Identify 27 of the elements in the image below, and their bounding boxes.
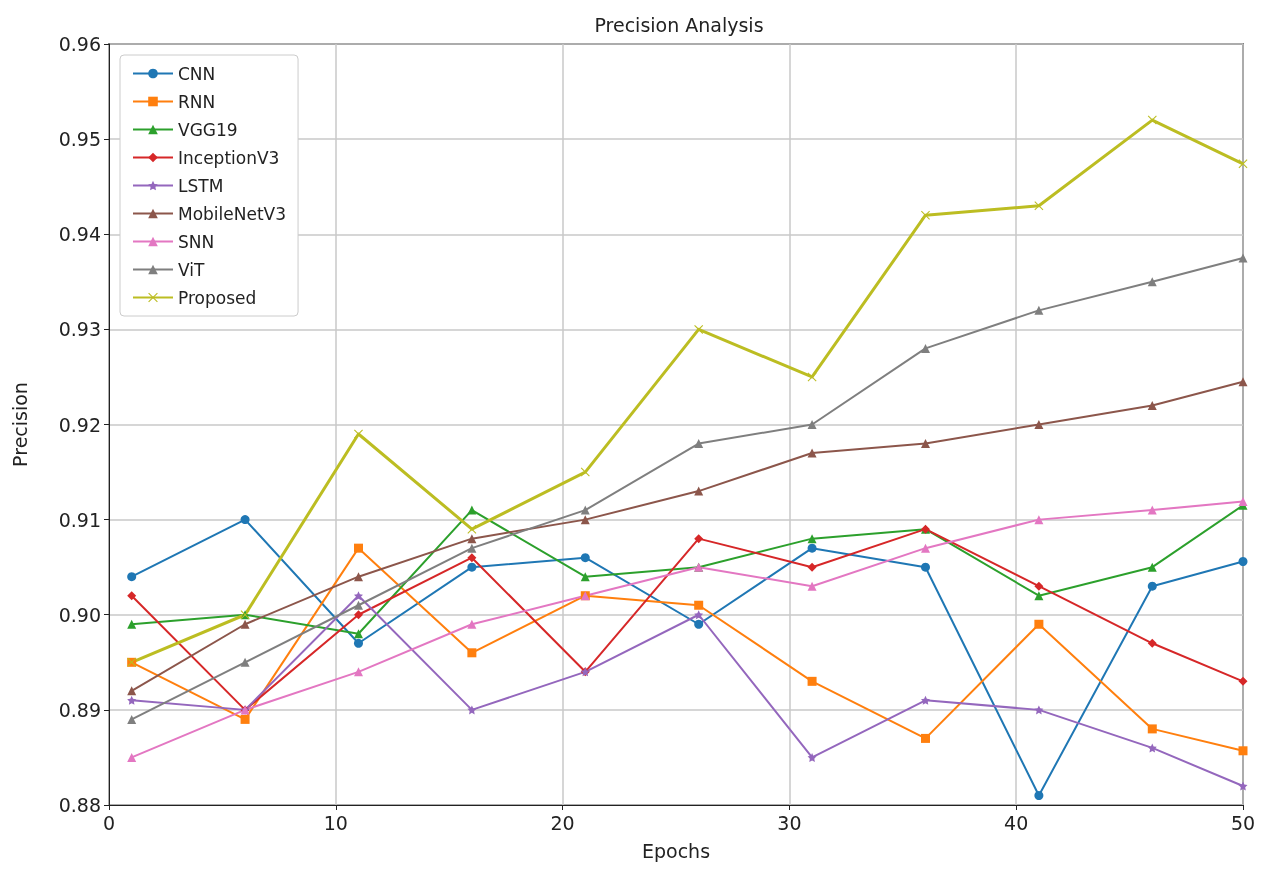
- y-tick-label: 0.90: [58, 603, 101, 626]
- legend-label: LSTM: [178, 175, 224, 196]
- x-tick-label: 50: [1230, 811, 1256, 834]
- legend-label: VGG19: [178, 119, 238, 140]
- legend-label: RNN: [178, 91, 216, 112]
- y-tick-label: 0.92: [58, 413, 101, 436]
- y-tick-label: 0.93: [58, 318, 101, 341]
- legend-label: SNN: [178, 231, 215, 252]
- y-tick-label: 0.88: [58, 794, 101, 816]
- legend-label: Proposed: [178, 287, 257, 308]
- y-tick-label: 0.96: [58, 33, 101, 55]
- y-tick-label: 0.95: [58, 128, 101, 151]
- y-tick-label: 0.91: [58, 508, 101, 531]
- x-tick-label: 10: [323, 811, 348, 834]
- y-tick-label: 0.94: [58, 223, 101, 246]
- x-tick-label: 30: [777, 811, 802, 834]
- x-tick-label: 40: [1004, 811, 1029, 834]
- legend-label: ViT: [178, 259, 205, 280]
- legend-label: CNN: [178, 63, 216, 84]
- x-tick-label: 20: [550, 811, 575, 834]
- x-tick-label: 0: [102, 811, 116, 834]
- legend-label: InceptionV3: [178, 147, 280, 168]
- legend-label: MobileNetV3: [178, 203, 287, 224]
- y-axis-title: Precision: [8, 382, 31, 467]
- chart-title: Precision Analysis: [594, 13, 764, 36]
- y-tick-label: 0.89: [58, 698, 101, 721]
- x-axis-title: Epochs: [641, 839, 711, 862]
